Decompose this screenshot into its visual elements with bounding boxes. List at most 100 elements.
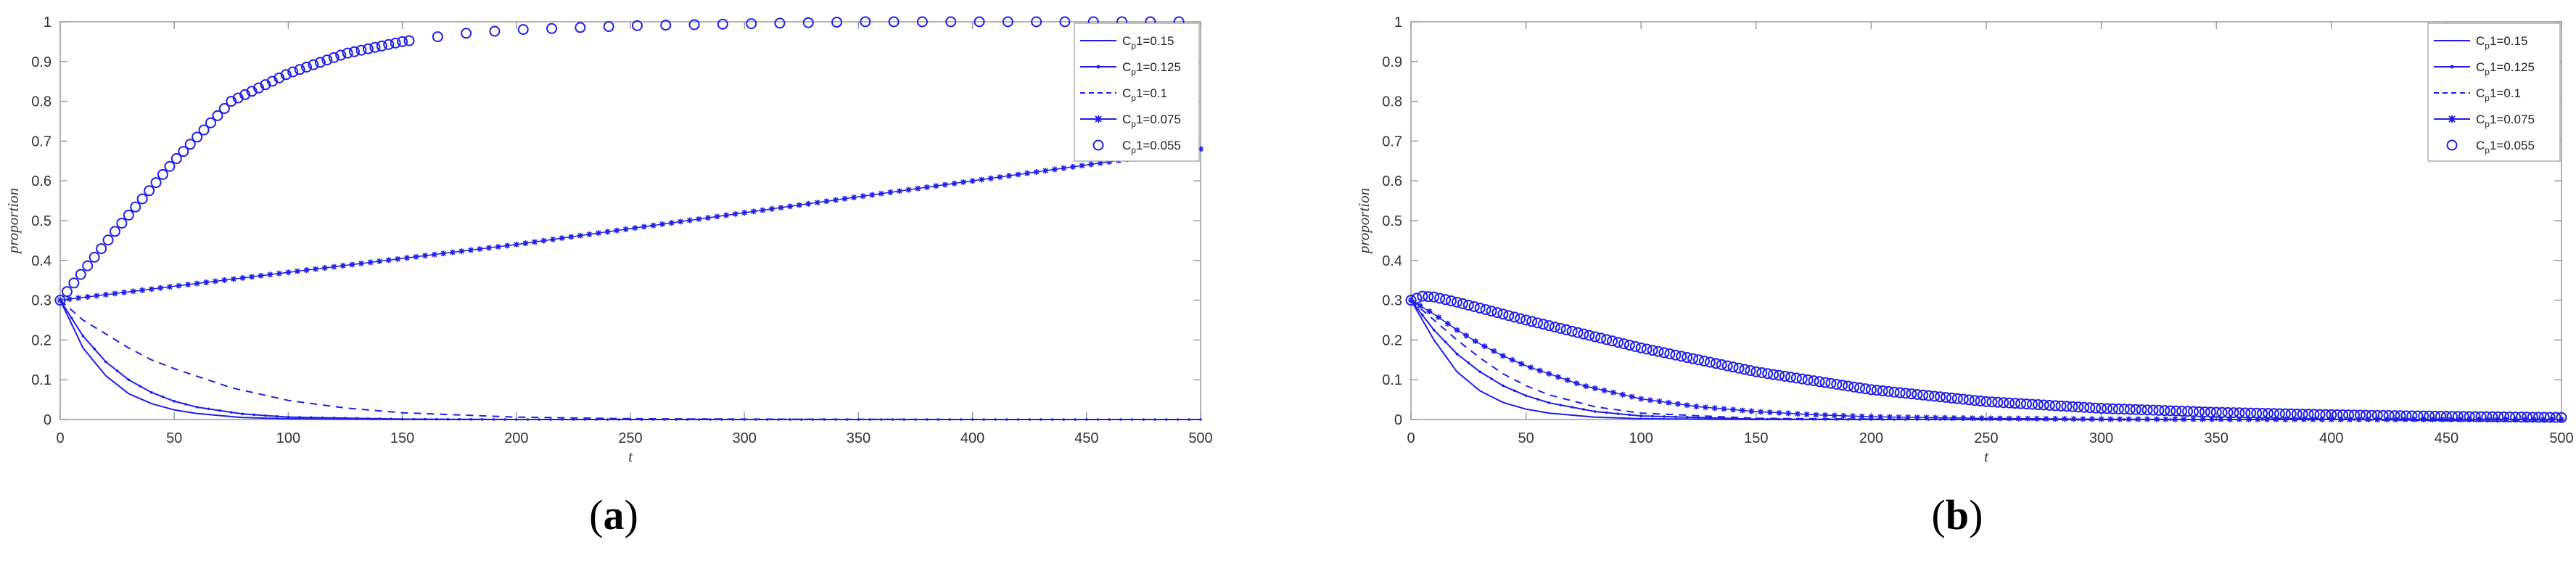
legend-label: Cp1=0.075 <box>2476 112 2535 129</box>
series-point <box>1639 414 1642 417</box>
series-marker-star <box>102 291 109 298</box>
series-marker-star <box>869 192 876 198</box>
series-marker-circle <box>2049 400 2061 412</box>
series-marker-circle <box>1923 390 1935 401</box>
series-point <box>560 418 564 421</box>
series-marker-circle <box>2067 401 2078 412</box>
series-marker-circle <box>1549 322 1560 333</box>
series-marker-star <box>1509 356 1515 363</box>
series-marker-circle <box>1624 340 1635 351</box>
series-marker-circle <box>280 69 292 81</box>
series-point <box>207 407 210 411</box>
series-marker-star <box>1923 414 1930 421</box>
series-point <box>1432 328 1436 332</box>
series-marker-star <box>84 293 91 300</box>
series-marker-star <box>2126 416 2132 422</box>
series-marker-circle <box>1566 325 1578 337</box>
series-marker-circle <box>2332 409 2343 421</box>
series-point <box>1708 416 1712 420</box>
series-marker-star <box>760 207 766 213</box>
series-marker-star <box>1499 353 1506 359</box>
series-marker-circle <box>212 110 223 121</box>
series-marker-star <box>860 193 866 200</box>
series-marker-circle <box>1451 296 1462 308</box>
series-marker-circle <box>2532 412 2544 423</box>
series-marker-circle <box>2487 411 2498 422</box>
series-marker-star <box>2319 416 2326 422</box>
x-tick-label: 100 <box>1629 430 1653 446</box>
series-point <box>982 418 986 421</box>
series-marker-circle <box>1877 385 1888 397</box>
series-marker-circle <box>1411 292 1423 304</box>
series-marker-circle <box>1486 306 1497 317</box>
series-marker-circle <box>144 185 155 197</box>
series-marker-circle <box>109 226 120 237</box>
series-marker-circle <box>2170 405 2182 417</box>
series-point <box>1502 384 1505 388</box>
series-marker-star <box>1564 377 1571 383</box>
series-marker-star <box>1933 414 1939 421</box>
series-marker-circle <box>369 41 381 53</box>
series-marker-circle <box>2038 399 2049 411</box>
series-marker-circle <box>1693 354 1704 366</box>
series-marker-circle <box>349 46 361 57</box>
series-marker-star <box>2263 416 2270 422</box>
series-marker-circle <box>1526 316 1538 327</box>
series-marker-circle <box>1653 345 1664 357</box>
series-marker-circle <box>301 61 313 73</box>
series-marker-circle <box>2314 409 2326 420</box>
legend-marker-star <box>1095 115 1102 123</box>
series-marker-star <box>449 249 456 255</box>
series-point <box>1571 406 1573 409</box>
legend-box <box>1074 22 1200 162</box>
series-marker-star <box>805 200 812 207</box>
series-point <box>115 369 119 372</box>
series-marker-star <box>1840 412 1847 419</box>
series-marker-star <box>622 226 629 232</box>
series-marker-star <box>942 181 948 188</box>
series-marker-circle <box>1929 390 1941 402</box>
series-marker-circle <box>2268 408 2279 420</box>
series-point <box>230 411 233 414</box>
series-marker-circle <box>1618 338 1629 350</box>
y-tick-label: 0 <box>1394 412 1402 428</box>
series-marker-star <box>1647 397 1653 404</box>
series-marker-star <box>1583 383 1589 390</box>
series-point <box>195 406 199 409</box>
series-marker-circle <box>1031 16 1042 28</box>
series-marker-circle <box>945 16 957 28</box>
series-marker-circle <box>2239 407 2251 419</box>
series-marker-circle <box>2205 406 2216 418</box>
series-marker-star <box>2255 416 2261 422</box>
series-point <box>1062 418 1066 421</box>
y-axis-label: proportion <box>4 188 22 255</box>
y-tick-label: 0.7 <box>31 134 52 150</box>
series-marker-circle <box>1059 16 1071 28</box>
series-marker-circle <box>1814 376 1825 388</box>
series-point <box>1547 401 1551 404</box>
series-marker-star <box>951 180 958 187</box>
series-marker-star <box>2245 416 2252 422</box>
series-marker-circle <box>1002 16 1013 28</box>
series-marker-star <box>1481 343 1488 350</box>
series-C_p1=0.055 <box>54 16 1185 306</box>
series-point <box>492 418 495 421</box>
series-point <box>1455 352 1459 356</box>
x-tick-label: 300 <box>733 430 757 446</box>
series-point <box>1559 404 1562 406</box>
series-marker-star <box>267 271 273 278</box>
series-marker-circle <box>273 72 285 83</box>
series-marker-star <box>887 189 894 195</box>
series-point <box>503 418 506 421</box>
y-tick-label: 0.5 <box>31 213 52 229</box>
series-marker-circle <box>198 124 210 136</box>
series-marker-circle <box>1825 377 1837 389</box>
x-axis-label: t <box>628 448 633 465</box>
series-point <box>332 417 336 420</box>
series-marker-star <box>121 289 128 295</box>
series-marker-circle <box>717 18 728 30</box>
series-marker-circle <box>2112 403 2124 414</box>
series-marker-circle <box>1682 352 1693 364</box>
y-tick-label: 0.8 <box>1382 94 1402 110</box>
series-marker-star <box>422 253 429 259</box>
